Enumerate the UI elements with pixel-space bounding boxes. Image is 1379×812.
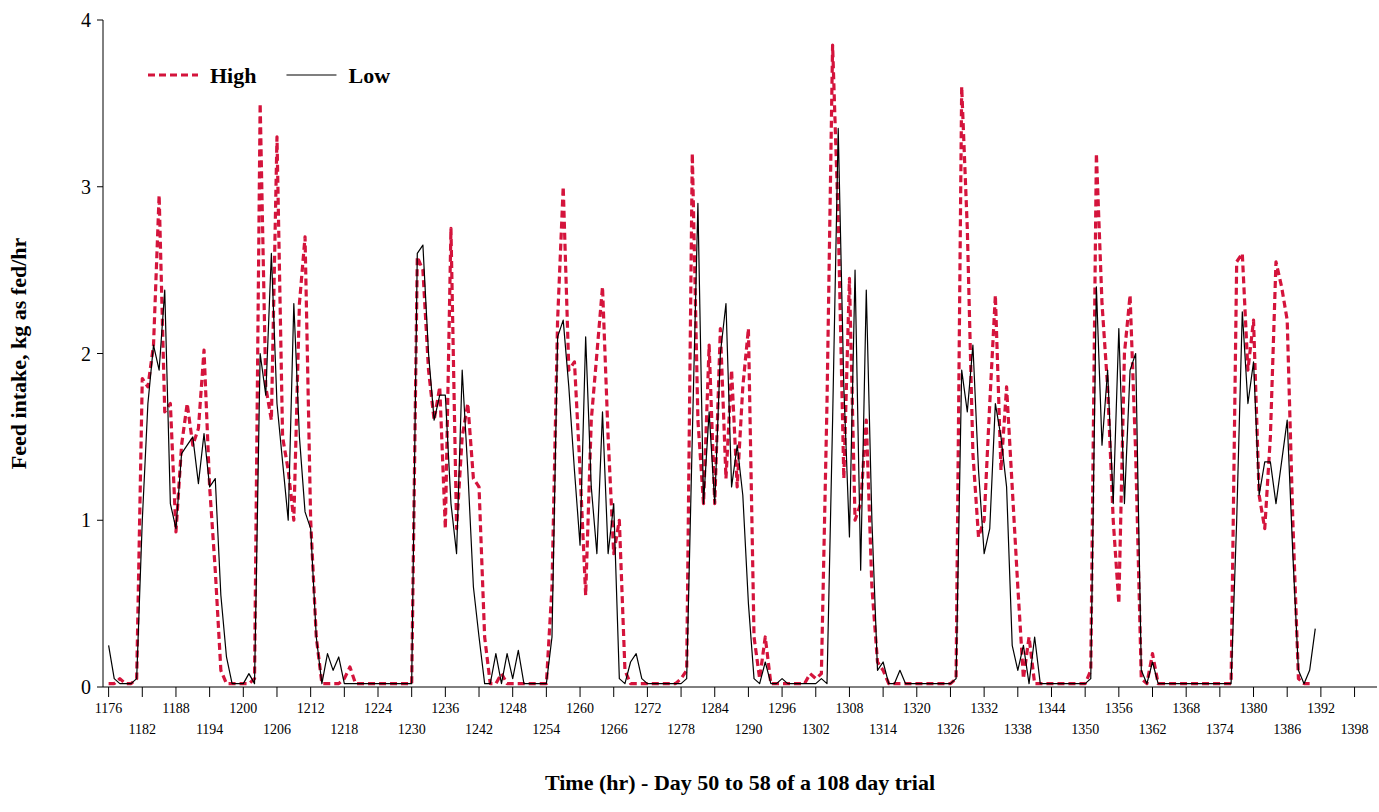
- x-tick-label: 1374: [1206, 722, 1234, 737]
- x-tick-label: 1320: [903, 701, 931, 716]
- x-tick-label: 1242: [465, 722, 493, 737]
- x-tick-label: 1254: [532, 722, 560, 737]
- x-tick: [411, 687, 412, 697]
- x-tick-label: 1392: [1307, 701, 1335, 716]
- x-tick: [1051, 687, 1052, 697]
- y-tick: [97, 520, 103, 521]
- x-tick-label: 1308: [835, 701, 863, 716]
- x-tick-label: 1200: [229, 701, 257, 716]
- x-tick: [175, 687, 176, 697]
- x-tick-label: 1284: [701, 701, 729, 716]
- y-tick-label: 2: [81, 343, 91, 365]
- x-tick: [108, 687, 109, 697]
- x-tick: [344, 687, 345, 697]
- x-tick-label: 1176: [95, 701, 122, 716]
- chart: 0 1 2 3 4 1176 1182 1188 1194 1200 1206 1212 1218 122…: [0, 0, 1379, 812]
- x-tick-label: 1302: [802, 722, 830, 737]
- x-tick: [479, 687, 480, 697]
- x-tick-label: 1230: [398, 722, 426, 737]
- y-tick-label: 3: [81, 176, 91, 198]
- x-tick: [815, 687, 816, 697]
- x-tick-label: 1326: [936, 722, 964, 737]
- y-axis-title: Feed intake, kg as fed/hr: [6, 237, 31, 469]
- y-tick: [97, 353, 103, 354]
- x-tick-label: 1362: [1139, 722, 1167, 737]
- x-tick: [512, 687, 513, 697]
- x-tick: [310, 687, 311, 697]
- x-tick-label: 1236: [431, 701, 459, 716]
- x-tick-label: 1380: [1240, 701, 1268, 716]
- x-tick: [782, 687, 783, 697]
- x-tick-label: 1260: [566, 701, 594, 716]
- x-tick-label: 1248: [499, 701, 527, 716]
- x-tick-label: 1266: [600, 722, 628, 737]
- x-tick: [1219, 687, 1220, 697]
- x-tick: [1287, 687, 1288, 697]
- x-tick: [378, 687, 379, 697]
- x-tick: [916, 687, 917, 697]
- legend-swatch: [286, 74, 336, 75]
- x-tick-label: 1272: [633, 701, 661, 716]
- y-tick: [97, 186, 103, 187]
- x-tick: [849, 687, 850, 697]
- x-tick: [1085, 687, 1086, 697]
- x-tick: [1186, 687, 1187, 697]
- x-tick-label: 1278: [667, 722, 695, 737]
- x-tick-label: 1188: [162, 701, 189, 716]
- legend: High Low: [148, 63, 390, 88]
- x-tick: [142, 687, 143, 697]
- x-tick-label: 1356: [1105, 701, 1133, 716]
- x-tick-label: 1194: [196, 722, 223, 737]
- x-tick: [613, 687, 614, 697]
- x-tick: [546, 687, 547, 697]
- x-tick-label: 1314: [869, 722, 897, 737]
- x-tick-label: 1350: [1071, 722, 1099, 737]
- x-tick: [209, 687, 210, 697]
- x-tick: [1253, 687, 1254, 697]
- x-tick: [276, 687, 277, 697]
- x-tick-label: 1206: [263, 722, 291, 737]
- y-tick-label: 4: [81, 9, 91, 31]
- x-tick: [647, 687, 648, 697]
- legend-label: Low: [348, 63, 390, 88]
- x-tick: [681, 687, 682, 697]
- series-line: [109, 45, 1310, 684]
- legend-swatch: [148, 73, 198, 76]
- x-tick-label: 1368: [1172, 701, 1200, 716]
- y-tick: [97, 20, 103, 21]
- legend-label: High: [210, 63, 256, 88]
- x-tick: [1118, 687, 1119, 697]
- x-tick-label: 1338: [1004, 722, 1032, 737]
- y-tick-label: 0: [81, 676, 91, 698]
- x-tick-label: 1344: [1037, 701, 1065, 716]
- x-tick-label: 1398: [1341, 722, 1369, 737]
- y-tick-label: 1: [81, 509, 91, 531]
- x-tick: [445, 687, 446, 697]
- plot-area: [109, 45, 1316, 684]
- x-tick: [950, 687, 951, 697]
- x-tick: [1017, 687, 1018, 697]
- x-tick-label: 1212: [297, 701, 325, 716]
- x-tick: [243, 687, 244, 697]
- x-axis-title: Time (hr) - Day 50 to 58 of a 108 day tr…: [545, 770, 935, 795]
- x-tick-label: 1296: [768, 701, 796, 716]
- x-tick-label: 1182: [129, 722, 156, 737]
- x-tick: [984, 687, 985, 697]
- x-tick-label: 1224: [364, 701, 392, 716]
- x-tick: [883, 687, 884, 697]
- x-tick: [714, 687, 715, 697]
- x-tick: [580, 687, 581, 697]
- y-tick: [97, 687, 103, 688]
- series-line: [109, 128, 1316, 683]
- x-tick: [1152, 687, 1153, 697]
- x-tick-label: 1386: [1273, 722, 1301, 737]
- x-tick: [1320, 687, 1321, 697]
- x-tick-label: 1218: [330, 722, 358, 737]
- x-tick-label: 1332: [970, 701, 998, 716]
- x-tick: [1354, 687, 1355, 697]
- x-tick: [748, 687, 749, 697]
- x-tick-label: 1290: [734, 722, 762, 737]
